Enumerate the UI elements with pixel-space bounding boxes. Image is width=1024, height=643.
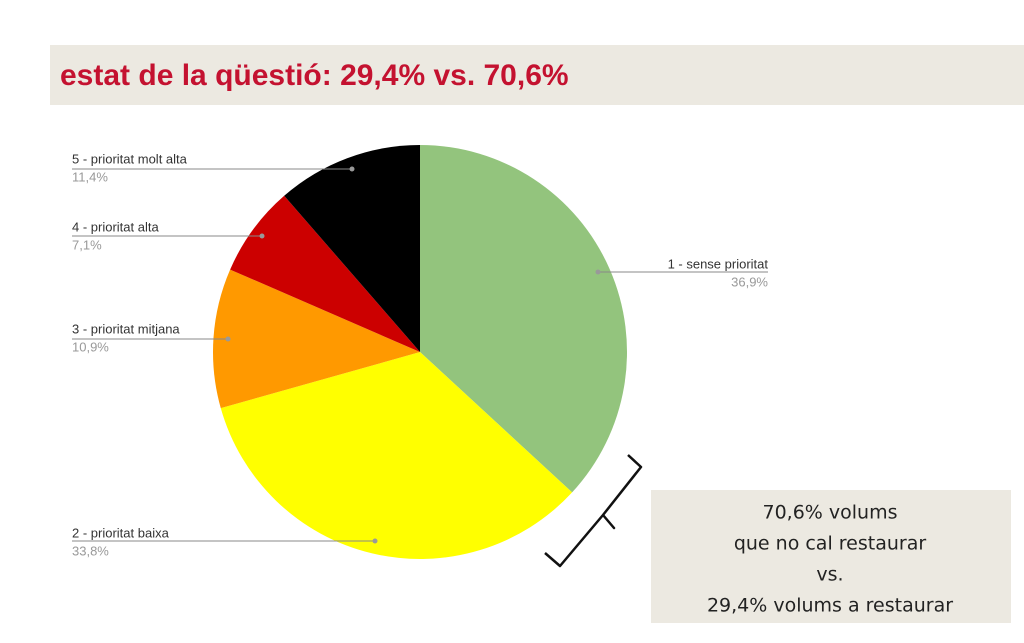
slice-label: 5 - prioritat molt alta [72, 151, 188, 166]
leader-dot [225, 336, 231, 342]
slice-value: 36,9% [731, 274, 768, 289]
slice-value: 33,8% [72, 543, 109, 558]
title-band [50, 45, 1024, 105]
slide-title: estat de la qüestió: 29,4% vs. 70,6% [60, 59, 569, 92]
slice-value: 7,1% [72, 237, 102, 252]
pie-slice [220, 352, 573, 559]
annotation-line: 29,4% volums a restaurar [707, 595, 953, 617]
leader-dot [349, 166, 355, 172]
slice-label: 4 - prioritat alta [72, 219, 159, 234]
pie-slice [212, 269, 420, 409]
annotation-line: que no cal restaurar [734, 533, 927, 555]
pie-slice [420, 145, 627, 493]
leader-dot [372, 538, 378, 544]
annotation-line: 70,6% volums [763, 502, 898, 524]
slice-label: 2 - prioritat baixa [72, 525, 170, 540]
pie-slice [284, 145, 420, 352]
slice-value: 10,9% [72, 339, 109, 354]
slice-label: 1 - sense prioritat [668, 256, 769, 271]
slice-value: 11,4% [72, 169, 108, 184]
leader-dot [259, 233, 265, 239]
slice-label: 3 - prioritat mitjana [72, 321, 180, 336]
bracket [544, 454, 643, 568]
pie-slice [230, 195, 420, 352]
annotation-line: vs. [816, 564, 843, 586]
leader-dot [595, 269, 601, 275]
annotation-box [651, 490, 1011, 623]
